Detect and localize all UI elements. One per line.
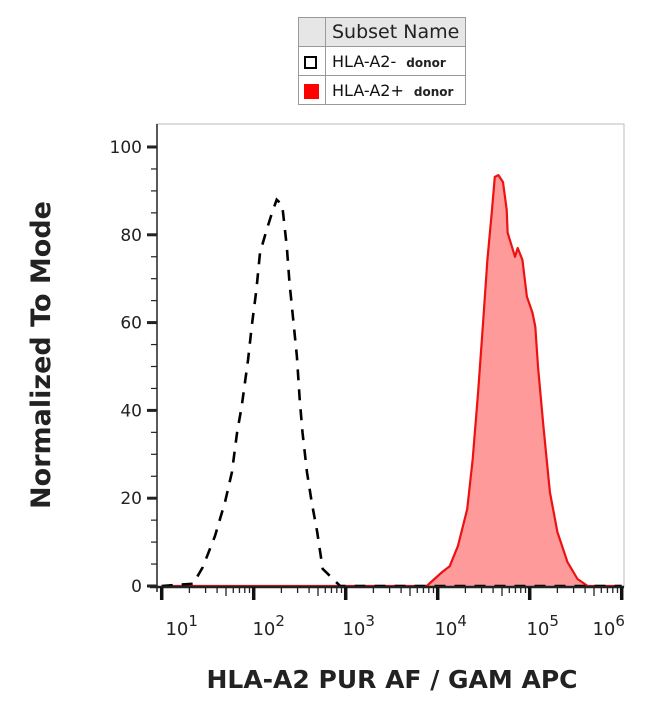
legend: Subset Name HLA-A2- donor HLA-A2+ donor — [298, 17, 467, 105]
legend-entry: HLA-A2- donor — [298, 46, 467, 76]
x-axis-title: HLA-A2 PUR AF / GAM APC — [206, 665, 577, 694]
series-area-hla-a2-pos — [161, 175, 622, 586]
y-tick-label: 40 — [120, 401, 142, 421]
legend-entry: HLA-A2+ donor — [298, 75, 467, 105]
series-line-hla-a2-pos — [161, 174, 622, 588]
y-tick-label: 60 — [120, 314, 142, 334]
y-tick-label: 20 — [120, 489, 142, 509]
x-tick-label: 102 — [252, 612, 284, 640]
y-tick-label: 80 — [120, 226, 142, 246]
legend-entry-tag: donor — [406, 55, 446, 70]
outline-swatch-icon — [304, 55, 317, 69]
x-tick-label: 105 — [526, 612, 558, 640]
x-tick-label: 101 — [165, 612, 197, 640]
x-tick-label: 106 — [592, 612, 624, 640]
x-tick-label: 104 — [434, 612, 466, 640]
series-line-hla-a2-neg — [161, 197, 622, 588]
legend-entry-tag: donor — [413, 84, 454, 99]
y-tick-label: 100 — [110, 138, 142, 158]
legend-entry-name: HLA-A2- — [332, 51, 397, 71]
y-tick-label: 0 — [131, 577, 142, 597]
filled-swatch-icon — [304, 83, 319, 99]
legend-entry-name: HLA-A2+ — [332, 80, 404, 100]
y-axis-title: Normalized To Mode — [26, 201, 57, 509]
x-tick-label: 103 — [342, 612, 374, 640]
